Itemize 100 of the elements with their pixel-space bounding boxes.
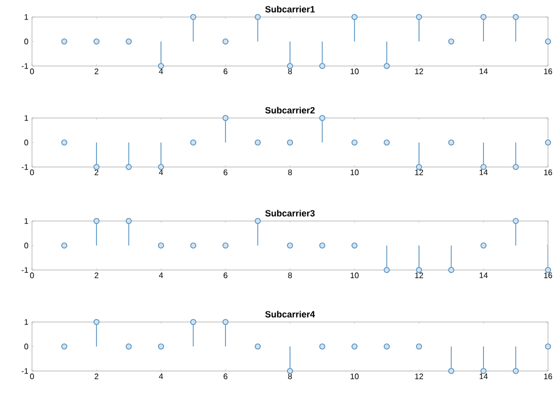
x-tick-label: 4: [158, 272, 163, 278]
point: [126, 218, 132, 224]
y-tick-label: 1: [24, 218, 28, 224]
x-tick-label: 8: [288, 170, 292, 176]
point: [287, 63, 294, 69]
y-tick-label: 0: [24, 140, 28, 146]
point: [190, 319, 196, 325]
point: [416, 267, 422, 273]
y-tick-label: -1: [22, 368, 28, 374]
point: [352, 242, 358, 248]
point: [480, 14, 486, 20]
point: [416, 14, 422, 20]
point: [319, 242, 326, 248]
point: [222, 38, 228, 44]
x-tick-label: 10: [350, 272, 359, 278]
y-tick-label: 0: [24, 242, 28, 248]
x-tick-label: 16: [544, 272, 552, 278]
point: [61, 38, 68, 44]
x-tick-label: 14: [480, 68, 488, 74]
point: [352, 140, 358, 146]
point: [384, 140, 390, 146]
point: [158, 63, 164, 69]
x-tick-label: 0: [30, 68, 34, 74]
point: [287, 368, 294, 374]
x-tick-label: 14: [480, 374, 488, 380]
y-tick-label: 0: [24, 38, 28, 44]
x-tick-label: 0: [30, 374, 34, 380]
y-tick-label: 1: [24, 14, 28, 20]
y-tick-label: 1: [24, 319, 28, 325]
x-tick-label: 14: [480, 272, 488, 278]
x-tick-label: 10: [350, 374, 359, 380]
point: [352, 344, 358, 350]
point: [319, 63, 326, 69]
point: [126, 38, 132, 44]
x-tick-label: 8: [288, 374, 292, 380]
x-tick-label: 6: [224, 272, 228, 278]
x-tick-label: 2: [94, 68, 98, 74]
chart-title: Subcarrier4: [265, 310, 315, 318]
point: [254, 140, 261, 146]
y-tick-label: -1: [22, 267, 28, 273]
point: [222, 115, 228, 121]
x-tick-label: 14: [480, 170, 488, 176]
point: [384, 344, 390, 350]
x-tick-label: 6: [224, 68, 228, 74]
point: [480, 242, 486, 248]
x-tick-label: 12: [415, 374, 424, 380]
point: [254, 344, 261, 350]
x-tick-label: 10: [350, 170, 359, 176]
y-tick-label: 0: [24, 344, 28, 350]
point: [222, 242, 228, 248]
x-tick-label: 4: [158, 68, 163, 74]
point: [352, 14, 358, 20]
point: [448, 267, 454, 273]
point: [61, 242, 68, 248]
point: [512, 368, 519, 374]
chart-title: Subcarrier2: [265, 106, 315, 114]
point: [319, 115, 326, 121]
x-tick-label: 6: [224, 374, 228, 380]
x-tick-label: 2: [94, 374, 98, 380]
point: [94, 319, 100, 325]
point: [480, 164, 486, 170]
chart-title: Subcarrier3: [265, 210, 315, 216]
point: [190, 242, 196, 248]
x-tick-label: 8: [288, 68, 292, 74]
point: [158, 242, 164, 248]
point: [254, 218, 261, 224]
point: [190, 140, 196, 146]
point: [190, 14, 196, 20]
x-tick-label: 16: [544, 374, 552, 380]
y-tick-label: -1: [22, 164, 28, 170]
x-tick-label: 4: [158, 374, 163, 380]
point: [287, 140, 294, 146]
point: [61, 140, 68, 146]
point: [384, 63, 390, 69]
point: [126, 164, 132, 170]
x-tick-label: 0: [30, 272, 34, 278]
x-tick-label: 0: [30, 170, 34, 176]
point: [512, 164, 519, 170]
x-tick-label: 8: [288, 272, 292, 278]
y-tick-label: 1: [24, 115, 28, 121]
x-tick-label: 4: [158, 170, 163, 176]
point: [416, 164, 422, 170]
chart-title: Subcarrier1: [265, 6, 315, 12]
point: [512, 218, 519, 224]
x-tick-label: 2: [94, 272, 98, 278]
point: [448, 38, 454, 44]
point: [254, 14, 261, 20]
point: [158, 164, 164, 170]
point: [94, 218, 100, 224]
point: [94, 164, 100, 170]
point: [94, 38, 100, 44]
point: [416, 344, 422, 350]
point: [61, 344, 68, 350]
point: [158, 344, 164, 350]
y-tick-label: -1: [22, 63, 28, 69]
x-tick-label: 16: [544, 170, 552, 176]
x-tick-label: 10: [350, 68, 359, 74]
x-tick-label: 2: [94, 170, 98, 176]
point: [480, 368, 486, 374]
x-tick-label: 12: [415, 170, 424, 176]
